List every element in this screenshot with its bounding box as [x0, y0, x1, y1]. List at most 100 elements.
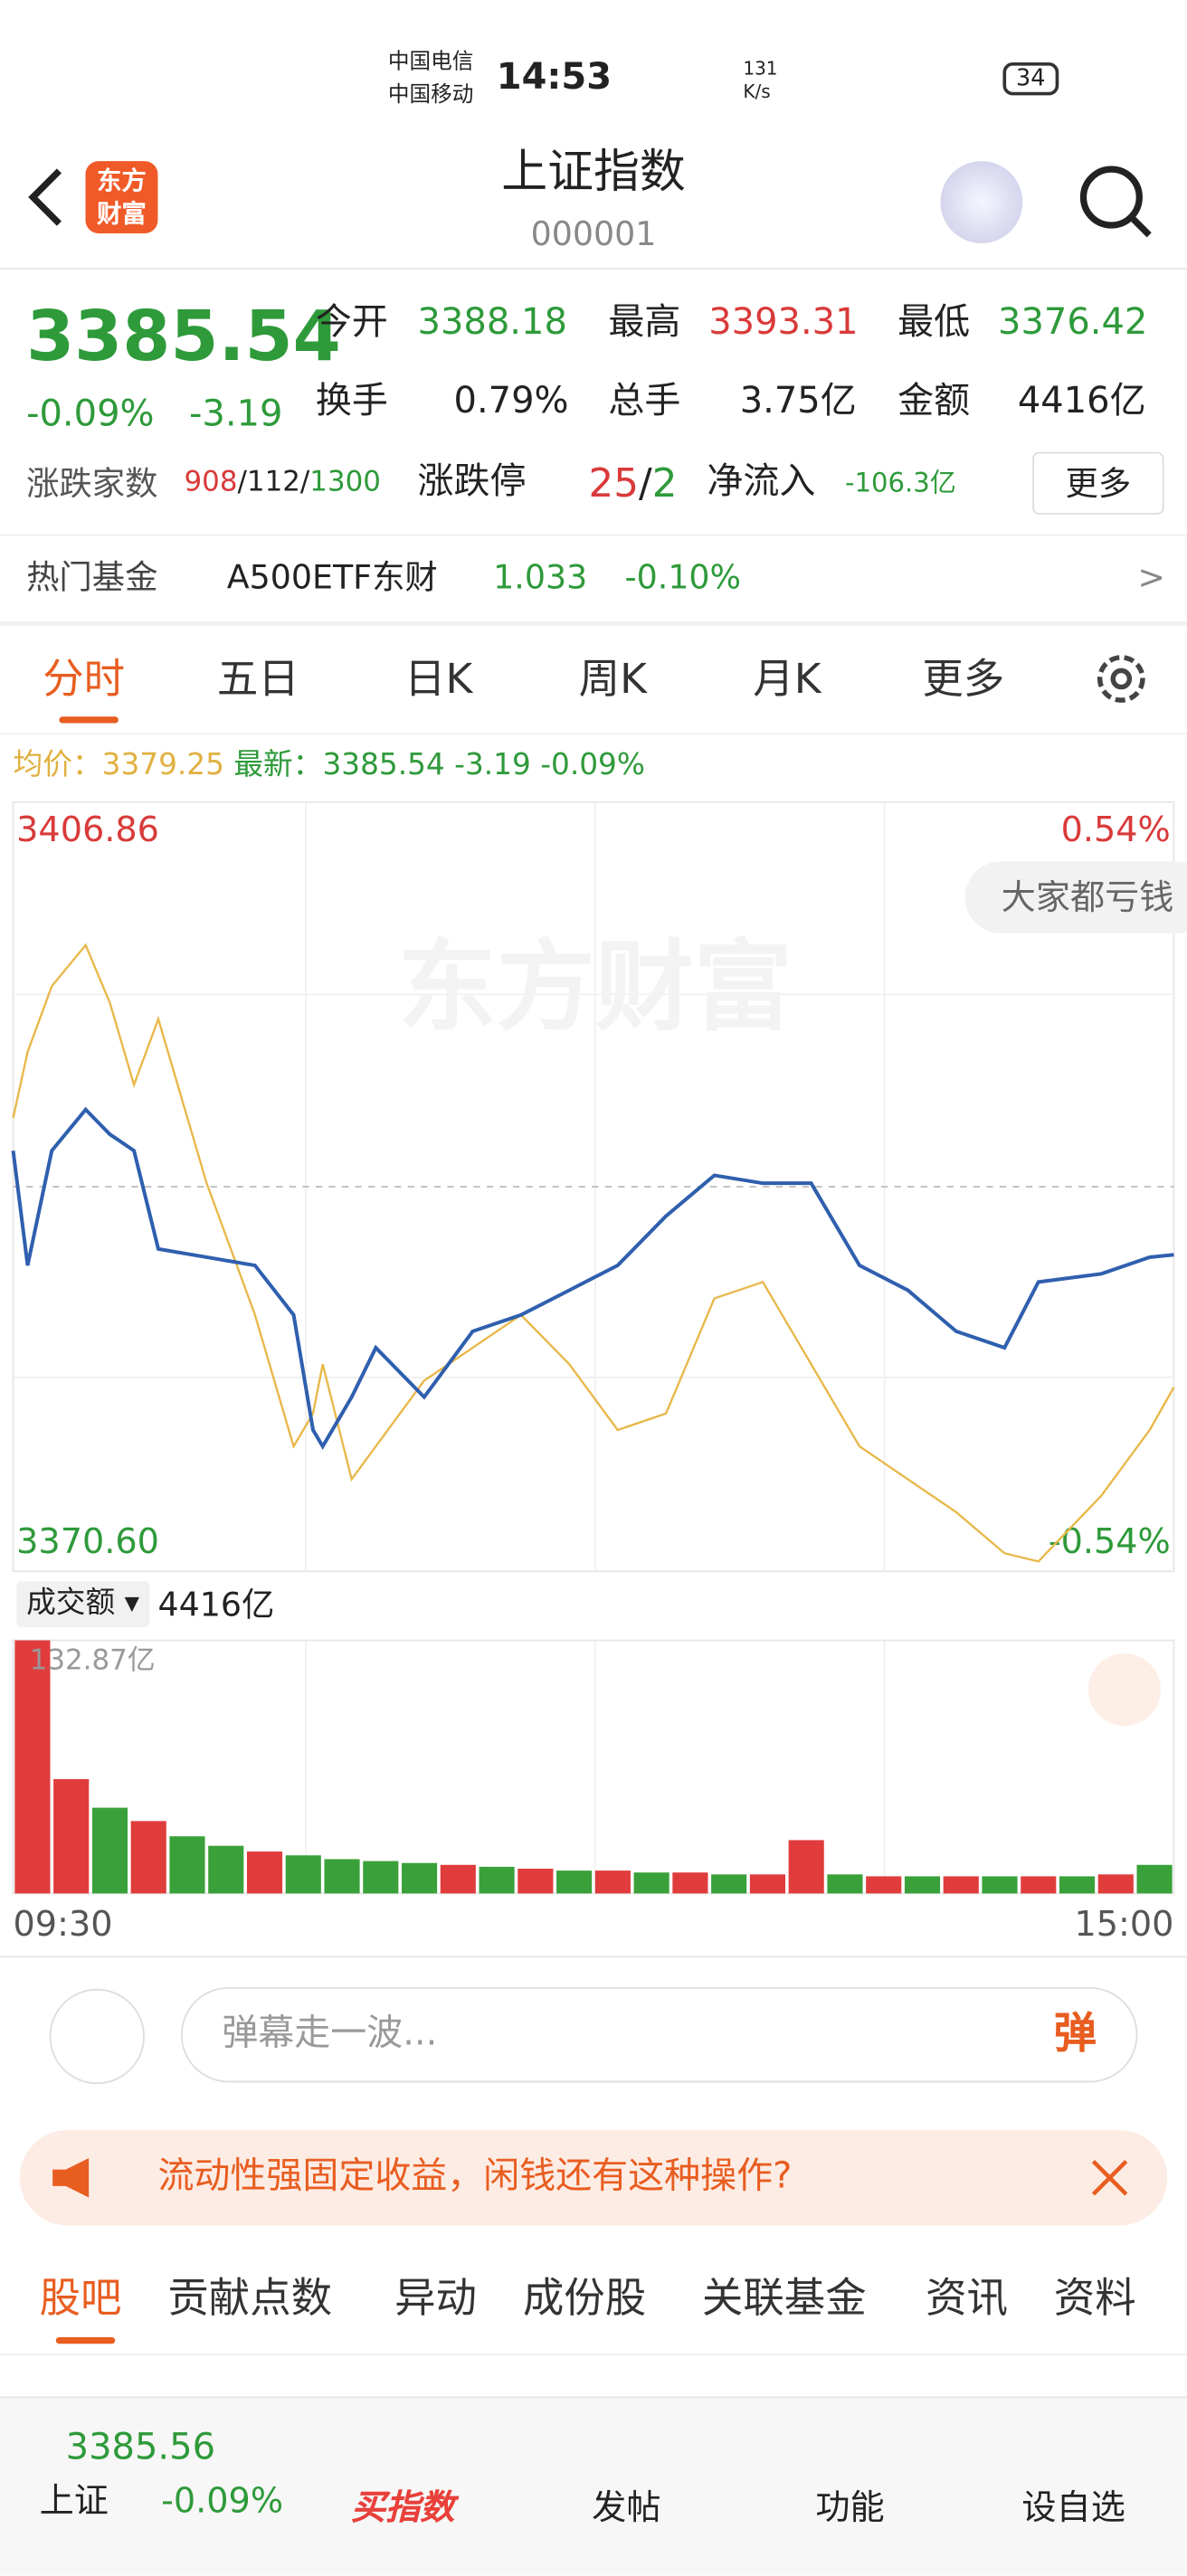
- search-icon[interactable]: [1075, 161, 1154, 240]
- nav-index-price[interactable]: 3385.56: [65, 2427, 216, 2469]
- volume-bar: [1059, 1876, 1096, 1894]
- tab[interactable]: 分时: [43, 655, 126, 703]
- expand-button[interactable]: [1087, 1653, 1161, 1727]
- page-title: 上证指数: [501, 144, 686, 199]
- slash: /: [237, 466, 247, 499]
- price-line: [12, 942, 1175, 1563]
- change-pct: -0.09%: [26, 394, 155, 436]
- tab[interactable]: 月K: [753, 655, 821, 703]
- volume-bar: [208, 1845, 244, 1894]
- volume-bar: [943, 1876, 979, 1894]
- sub-tab[interactable]: 关联基金: [701, 2274, 867, 2322]
- change: -3.19: [454, 747, 531, 782]
- price-line: [11, 1106, 1174, 1451]
- close-icon[interactable]: [1088, 2156, 1131, 2199]
- tab[interactable]: 日K: [404, 655, 473, 703]
- volume-bar: [866, 1876, 902, 1894]
- change-pct: -0.09%: [540, 747, 645, 782]
- breadth: 908/112/1300: [185, 469, 381, 497]
- label: 换手: [315, 381, 388, 423]
- back-icon[interactable]: [23, 165, 65, 231]
- nav-item[interactable]: 功能: [815, 2487, 885, 2527]
- danmu-bubble: 大家都亏钱: [964, 861, 1187, 934]
- volume-bar: [130, 1821, 166, 1894]
- label: 涨跌家数: [26, 463, 158, 504]
- slash: /: [639, 459, 652, 507]
- y2-tick-label: -0.54%: [1049, 1521, 1171, 1561]
- nav-item[interactable]: 发帖: [592, 2487, 661, 2527]
- label: 总手: [608, 381, 681, 423]
- fund-name[interactable]: A500ETF东财: [226, 557, 438, 597]
- label: 今开: [315, 302, 388, 344]
- volume-bar: [827, 1874, 863, 1894]
- amount: 4416亿: [1017, 381, 1146, 423]
- volume: 3.75亿: [739, 381, 857, 423]
- volume-total: 4416亿: [157, 1584, 275, 1624]
- high: 3393.31: [708, 302, 859, 344]
- danmu-button[interactable]: 弹: [1053, 2010, 1097, 2060]
- volume-bar: [556, 1870, 593, 1894]
- y-tick-label: 132.87亿: [30, 1644, 156, 1677]
- down-count: 1300: [309, 466, 381, 499]
- nav-index-pct[interactable]: -0.09%: [161, 2481, 284, 2521]
- ad-banner[interactable]: 流动性强固定收益，闲钱还有这种操作?: [19, 2130, 1168, 2226]
- limit-down: 2: [651, 459, 678, 507]
- volume-bar: [1136, 1864, 1173, 1894]
- tab-underline: [59, 716, 119, 724]
- comment-input[interactable]: 弹幕走一波... 弹: [180, 1986, 1138, 2083]
- label: 涨跌停: [417, 461, 527, 504]
- sub-tab[interactable]: 股吧: [39, 2274, 122, 2322]
- divider: [0, 2353, 1187, 2356]
- ad-text: 流动性强固定收益，闲钱还有这种操作?: [157, 2156, 793, 2198]
- label: 最高: [608, 302, 681, 344]
- fund-price: 1.033: [493, 557, 588, 597]
- volume-bar: [788, 1840, 824, 1894]
- chart-legend: 均价：3379.25 最新：3385.54 -3.19 -0.09%: [14, 751, 645, 781]
- label: 热门基金: [26, 557, 158, 597]
- volume-bar: [672, 1872, 708, 1894]
- volume-bar: [363, 1861, 399, 1894]
- up-count: 908: [184, 466, 238, 499]
- sub-tab[interactable]: 异动: [394, 2274, 478, 2322]
- bottom-nav: [0, 2396, 1187, 2576]
- tab[interactable]: 周K: [578, 655, 647, 703]
- sub-tab[interactable]: 资讯: [926, 2274, 1008, 2322]
- volume-bar: [749, 1874, 786, 1894]
- divider: [0, 620, 1187, 627]
- volume-bar: [479, 1866, 515, 1894]
- settings-icon[interactable]: [1092, 649, 1151, 708]
- sub-tab[interactable]: 资料: [1053, 2274, 1136, 2322]
- volume-bar: [1021, 1876, 1057, 1894]
- volume-bar: [285, 1855, 321, 1894]
- volume-bar: [324, 1859, 360, 1894]
- assistant-avatar[interactable]: [940, 161, 1023, 243]
- tab[interactable]: 五日: [216, 655, 299, 703]
- volume-selector[interactable]: 成交额 ▾: [16, 1581, 149, 1627]
- volume-bar: [14, 1640, 51, 1894]
- carrier: 中国电信: [387, 50, 474, 75]
- clock: 14:53: [496, 57, 612, 99]
- volume-bar: [518, 1868, 554, 1894]
- nav-item[interactable]: 买指数: [350, 2487, 455, 2527]
- nav-index-name[interactable]: 上证: [39, 2481, 109, 2521]
- y-tick-label: 3370.60: [16, 1521, 159, 1561]
- limit: 25/2: [589, 463, 678, 503]
- nav-item[interactable]: 设自选: [1021, 2487, 1125, 2527]
- danmu-settings[interactable]: [49, 1988, 145, 2085]
- label: 净流入: [707, 461, 816, 504]
- slash: /: [299, 466, 310, 499]
- battery: 34: [1002, 62, 1059, 96]
- sub-tab[interactable]: 成份股: [522, 2274, 647, 2322]
- volume-bar: [53, 1779, 90, 1894]
- last-price: 3385.54: [26, 296, 341, 377]
- arrow[interactable]: >: [1137, 557, 1165, 597]
- more-button[interactable]: 更多: [1032, 451, 1164, 515]
- net-inflow: -106.3亿: [845, 467, 956, 498]
- app-logo[interactable]: 东方财富: [85, 161, 158, 234]
- volume-bar: [1097, 1874, 1134, 1894]
- tab[interactable]: 更多: [922, 655, 1005, 703]
- change: -3.19: [188, 394, 283, 436]
- sub-tab[interactable]: 贡献点数: [167, 2274, 333, 2322]
- fund-change: -0.10%: [624, 557, 742, 597]
